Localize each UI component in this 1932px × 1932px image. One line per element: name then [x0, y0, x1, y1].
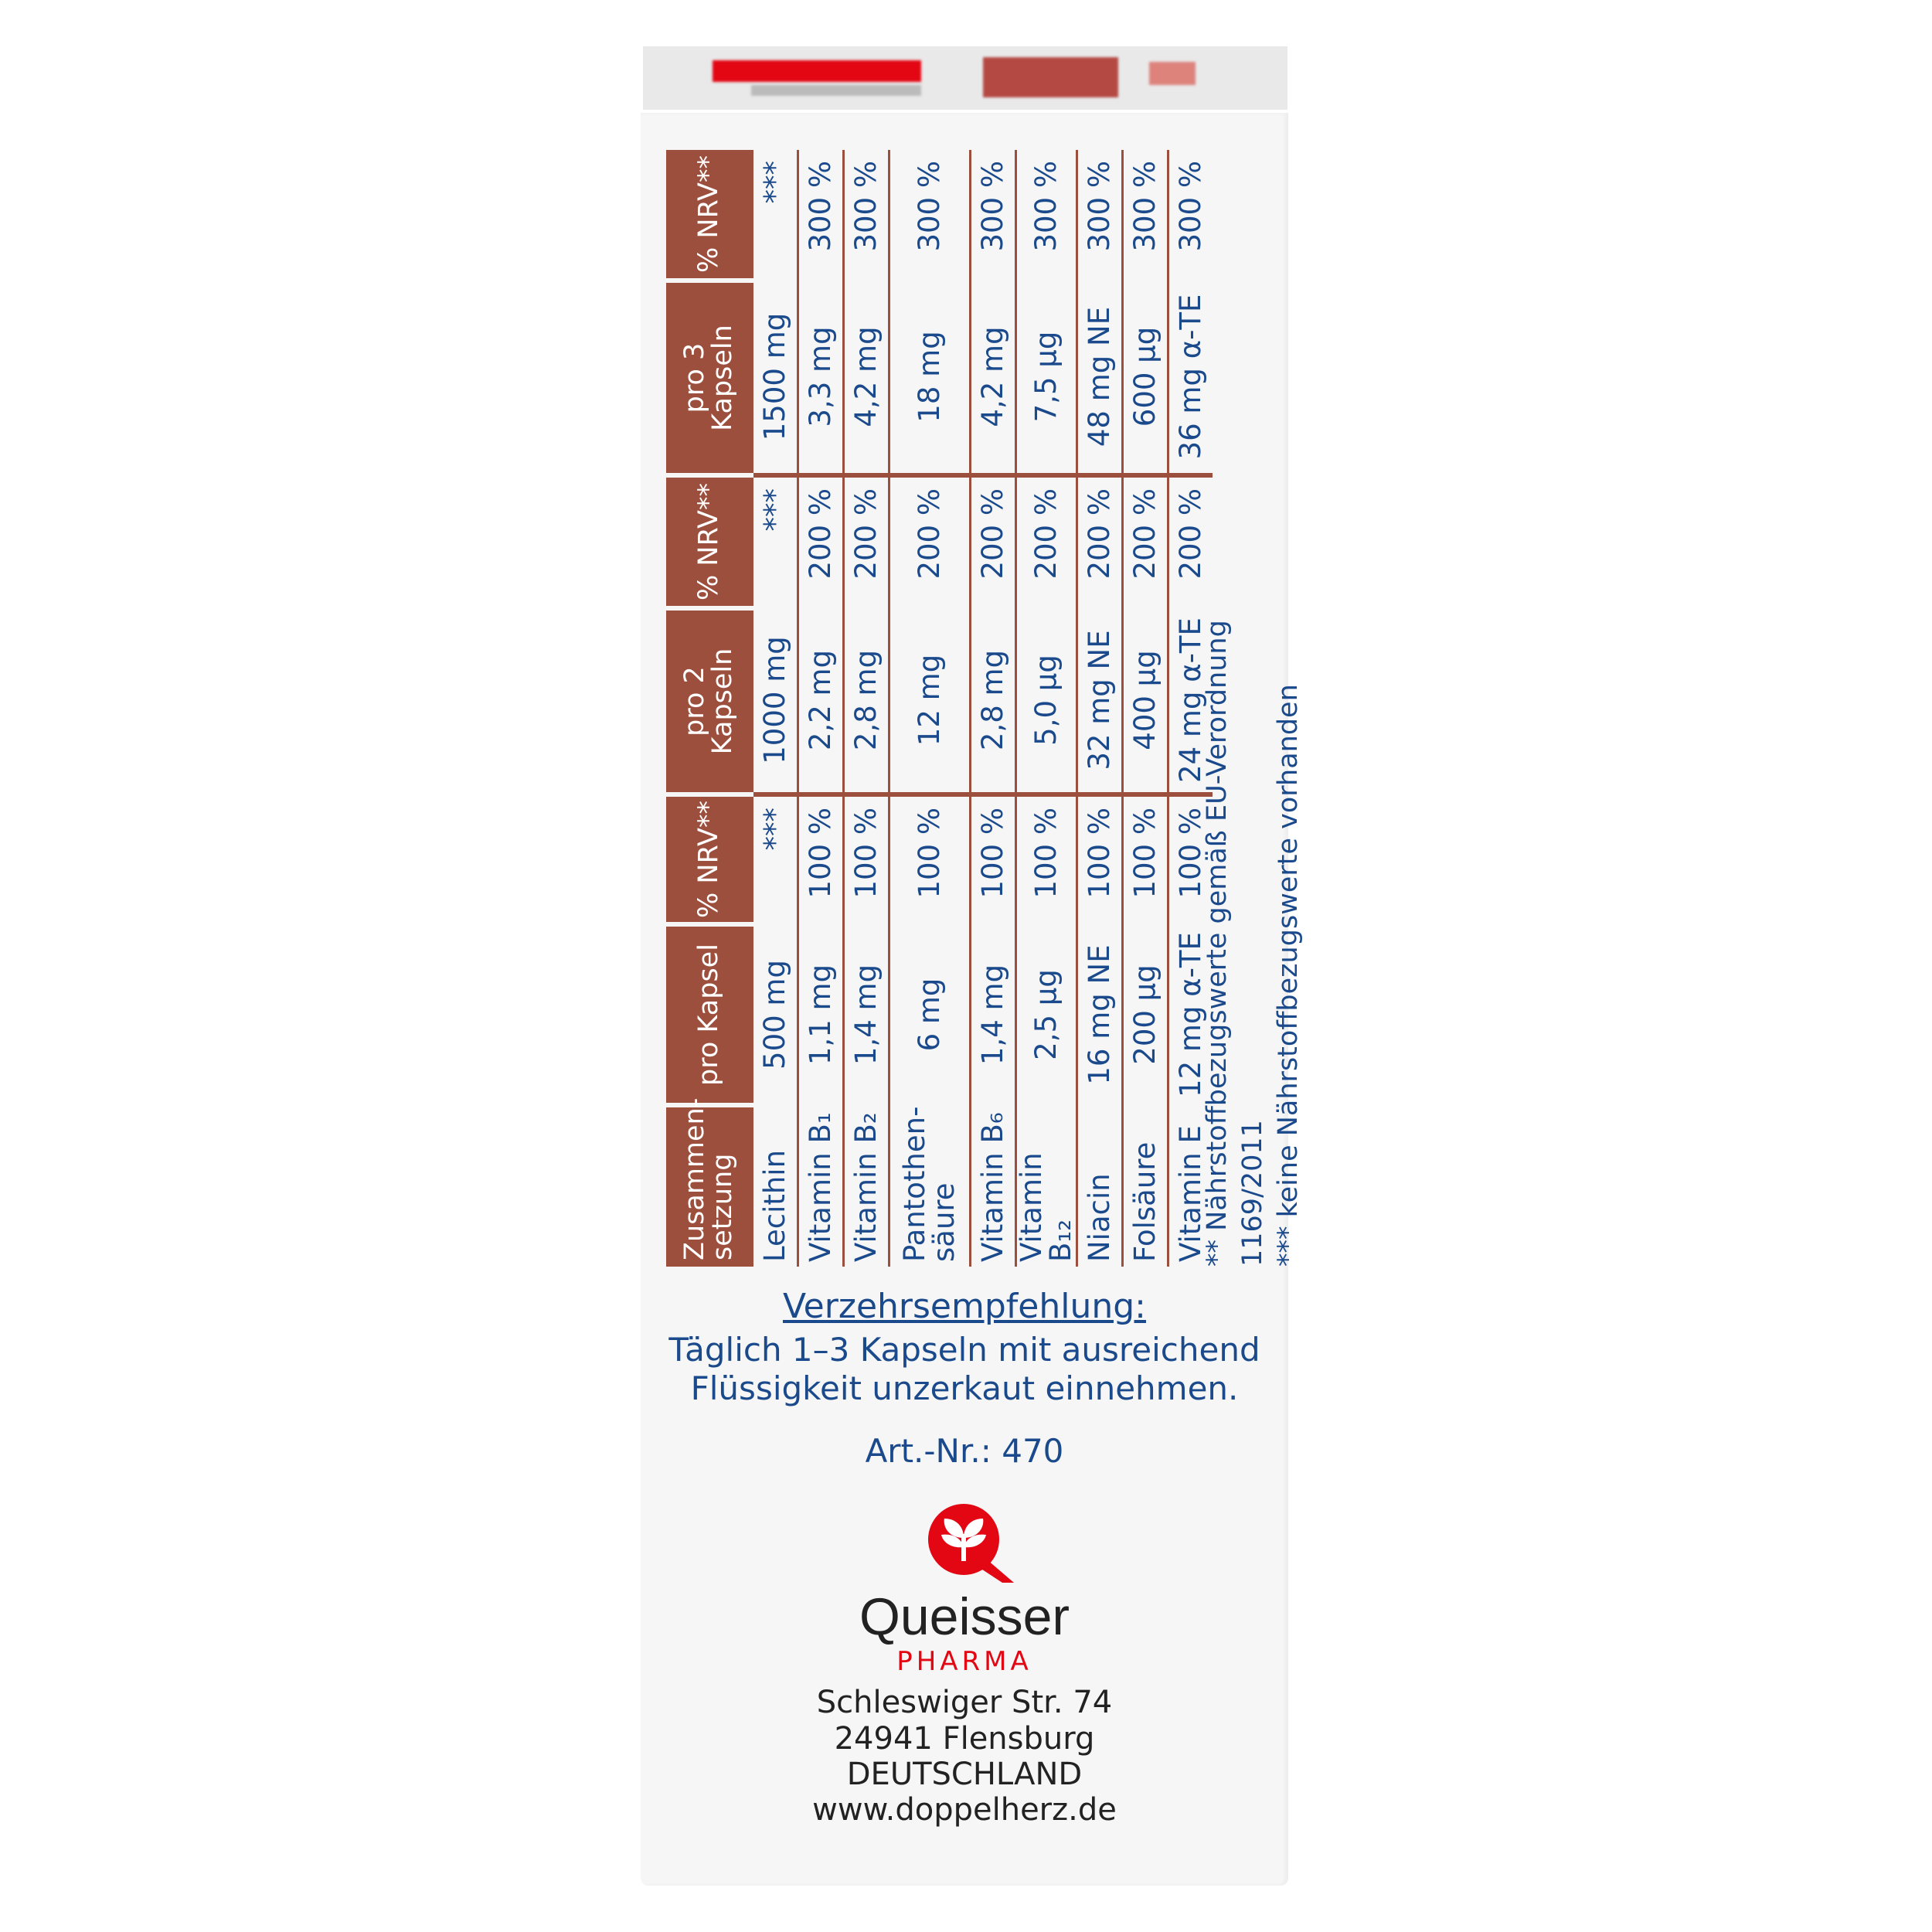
nrv-percent: 100 % — [843, 794, 889, 924]
table-row: Lecithin 500 mg *** 1000 mg *** 1500 mg *** — [752, 150, 798, 1267]
table-row: Pantothen-säure 6 mg 100 % 12 mg 200 % 18 mg 3… — [889, 150, 971, 1267]
table-row: Vitamin B₁ 1,1 mg 100 % 2,2 mg 200 % 3,3 mg 30… — [798, 150, 844, 1267]
nrv-percent: 300 % — [798, 150, 844, 281]
nrv-percent: 300 % — [1122, 150, 1168, 281]
nrv-percent: 200 % — [970, 475, 1016, 608]
amount: 5,0 µg — [1015, 608, 1077, 794]
nrv-percent: 200 % — [1077, 475, 1123, 608]
nrv-percent: 100 % — [1077, 794, 1123, 924]
column-header: % NRV** — [666, 794, 753, 924]
recommendation-line-2: Flüssigkeit unzerkaut einnehmen. — [690, 1369, 1239, 1407]
table-row: Niacin 16 mg NE 100 % 32 mg NE 200 % 48 mg NE… — [1077, 150, 1123, 1267]
nrv-percent: 300 % — [1015, 150, 1077, 281]
table-row: Vitamin B₆ 1,4 mg 100 % 2,8 mg 200 % 4,2 mg 30… — [970, 150, 1016, 1267]
amount: 1500 mg — [752, 281, 798, 475]
article-number: Art.-Nr.: 470 — [865, 1432, 1064, 1470]
nutrient-name: Vitamin B₁₂ — [1015, 1105, 1077, 1267]
amount: 200 µg — [1122, 924, 1168, 1105]
nrv-percent: 100 % — [970, 794, 1016, 924]
nrv-percent: 200 % — [798, 475, 844, 608]
brand-sub: PHARMA — [896, 1646, 1032, 1677]
nrv-percent: 100 % — [1015, 794, 1077, 924]
blurred-text-top — [983, 57, 1118, 97]
nutrient-name: Folsäure — [1122, 1105, 1168, 1267]
box-top-flap — [643, 46, 1287, 110]
nrv-percent: 100 % — [1122, 794, 1168, 924]
blurred-mark-top — [1149, 62, 1196, 85]
table-row: Vitamin B₁₂ 2,5 µg 100 % 5,0 µg 200 % 7,5 µg 3… — [1015, 150, 1077, 1267]
nutrient-name: Vitamin B₁ — [798, 1105, 844, 1267]
amount: 4,2 mg — [843, 281, 889, 475]
blurred-logo-top — [713, 60, 921, 82]
blurred-label-top — [751, 85, 921, 96]
nutrient-name: Niacin — [1077, 1105, 1123, 1267]
amount: 32 mg NE — [1077, 608, 1123, 794]
nrv-percent: *** — [752, 475, 798, 608]
queisser-logo-icon — [928, 1504, 1014, 1583]
amount: 1,4 mg — [970, 924, 1016, 1105]
nrv-percent: *** — [752, 794, 798, 924]
address-city: 24941 Flensburg — [834, 1721, 1095, 1757]
recommendation-line-1: Täglich 1–3 Kapseln mit ausreichend — [668, 1331, 1260, 1369]
amount: 2,8 mg — [970, 608, 1016, 794]
amount: 1,4 mg — [843, 924, 889, 1105]
amount: 2,8 mg — [843, 608, 889, 794]
nrv-percent: 300 % — [970, 150, 1016, 281]
brand-name: Queisser — [859, 1587, 1070, 1646]
footnote-no-nrv: *** keine Nährstoffbezugswerte vorhanden — [1273, 684, 1304, 1267]
amount: 4,2 mg — [970, 281, 1016, 475]
amount: 1,1 mg — [798, 924, 844, 1105]
amount: 12 mg — [889, 608, 971, 794]
nrv-percent: 300 % — [889, 150, 971, 281]
footnote-nrv: ** Nährstoffbezugswerte gemäß EU-Verordn… — [1202, 620, 1268, 1267]
amount: 36 mg α-TE — [1168, 281, 1213, 475]
nutrient-name: Lecithin — [752, 1105, 798, 1267]
nrv-percent: 100 % — [798, 794, 844, 924]
address-street: Schleswiger Str. 74 — [816, 1685, 1113, 1720]
amount: 7,5 µg — [1015, 281, 1077, 475]
amount: 500 mg — [752, 924, 798, 1105]
column-header: Zusammen-setzung — [666, 1098, 753, 1267]
nutrient-name: Vitamin B₆ — [970, 1105, 1016, 1267]
amount: 18 mg — [889, 281, 971, 475]
amount: 2,2 mg — [798, 608, 844, 794]
nrv-percent: 300 % — [1168, 150, 1213, 281]
amount: 48 mg NE — [1077, 281, 1123, 475]
amount: 6 mg — [889, 924, 971, 1105]
amount: 1000 mg — [752, 608, 798, 794]
footnotes: ** Nährstoffbezugswerte gemäß EU-Verordn… — [1199, 494, 1306, 1267]
column-header: % NRV** — [666, 475, 753, 608]
column-header: pro 2 Kapseln — [666, 608, 753, 794]
nrv-percent: 200 % — [843, 475, 889, 608]
nrv-percent: 200 % — [889, 475, 971, 608]
nutrient-name: Vitamin B₂ — [843, 1105, 889, 1267]
amount: 600 µg — [1122, 281, 1168, 475]
amount: 2,5 µg — [1015, 924, 1077, 1105]
recommendation-title: Verzehrsempfehlung: — [783, 1287, 1146, 1326]
table-row: Folsäure 200 µg 100 % 400 µg 200 % 600 µg 300 … — [1122, 150, 1168, 1267]
nrv-percent: 300 % — [1077, 150, 1123, 281]
nrv-percent: 200 % — [1122, 475, 1168, 608]
nrv-percent: *** — [752, 150, 798, 281]
amount: 16 mg NE — [1077, 924, 1123, 1105]
amount: 3,3 mg — [798, 281, 844, 475]
column-header: % NRV** — [666, 150, 753, 281]
table-row: Vitamin B₂ 1,4 mg 100 % 2,8 mg 200 % 4,2 mg 30… — [843, 150, 889, 1267]
nrv-percent: 300 % — [843, 150, 889, 281]
website-link[interactable]: www.doppelherz.de — [812, 1792, 1117, 1828]
nutrient-name: Pantothen-säure — [889, 1105, 971, 1267]
amount: 400 µg — [1122, 608, 1168, 794]
nrv-percent: 200 % — [1015, 475, 1077, 608]
nutrition-table: Zusammen-setzung pro Kapsel% NRV** pro 2 K… — [666, 150, 1213, 1267]
nrv-percent: 100 % — [889, 794, 971, 924]
address-country: DEUTSCHLAND — [846, 1757, 1083, 1792]
column-header: pro 3 Kapseln — [666, 281, 753, 475]
column-header: pro Kapsel — [666, 924, 753, 1105]
